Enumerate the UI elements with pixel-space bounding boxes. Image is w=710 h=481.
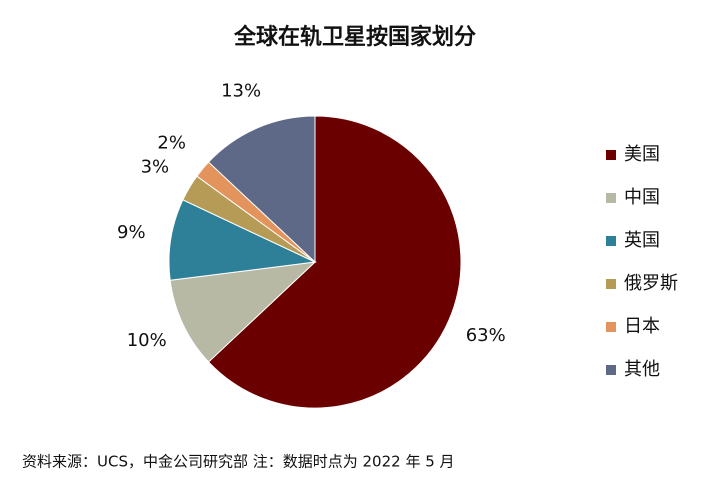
pie-slice — [207, 115, 462, 409]
legend-label: 美国 — [624, 144, 660, 165]
legend-swatch — [606, 236, 616, 246]
legend-label: 其他 — [624, 359, 660, 380]
chart-title: 全球在轨卫星按国家划分 — [233, 24, 476, 50]
legend-swatch — [606, 365, 616, 375]
legend-label: 英国 — [624, 230, 660, 251]
legend-label: 日本 — [624, 316, 660, 337]
legend-swatch — [606, 322, 616, 332]
data-label: 10% — [127, 330, 167, 351]
pie-slice — [207, 115, 316, 264]
legend-label: 俄罗斯 — [624, 273, 678, 294]
data-label: 2% — [157, 132, 186, 153]
source-note: 资料来源：UCS，中金公司研究部 注：数据时点为 2022 年 5 月 — [22, 453, 455, 471]
legend-swatch — [606, 279, 616, 289]
data-label: 63% — [466, 325, 506, 346]
data-label: 3% — [141, 156, 170, 177]
legend-swatch — [606, 193, 616, 203]
data-label: 9% — [117, 222, 146, 243]
data-label: 13% — [221, 80, 261, 101]
pie-slice — [168, 199, 317, 281]
legend-label: 中国 — [624, 187, 660, 208]
legend-swatch — [606, 150, 616, 160]
pie-slice — [169, 261, 317, 363]
